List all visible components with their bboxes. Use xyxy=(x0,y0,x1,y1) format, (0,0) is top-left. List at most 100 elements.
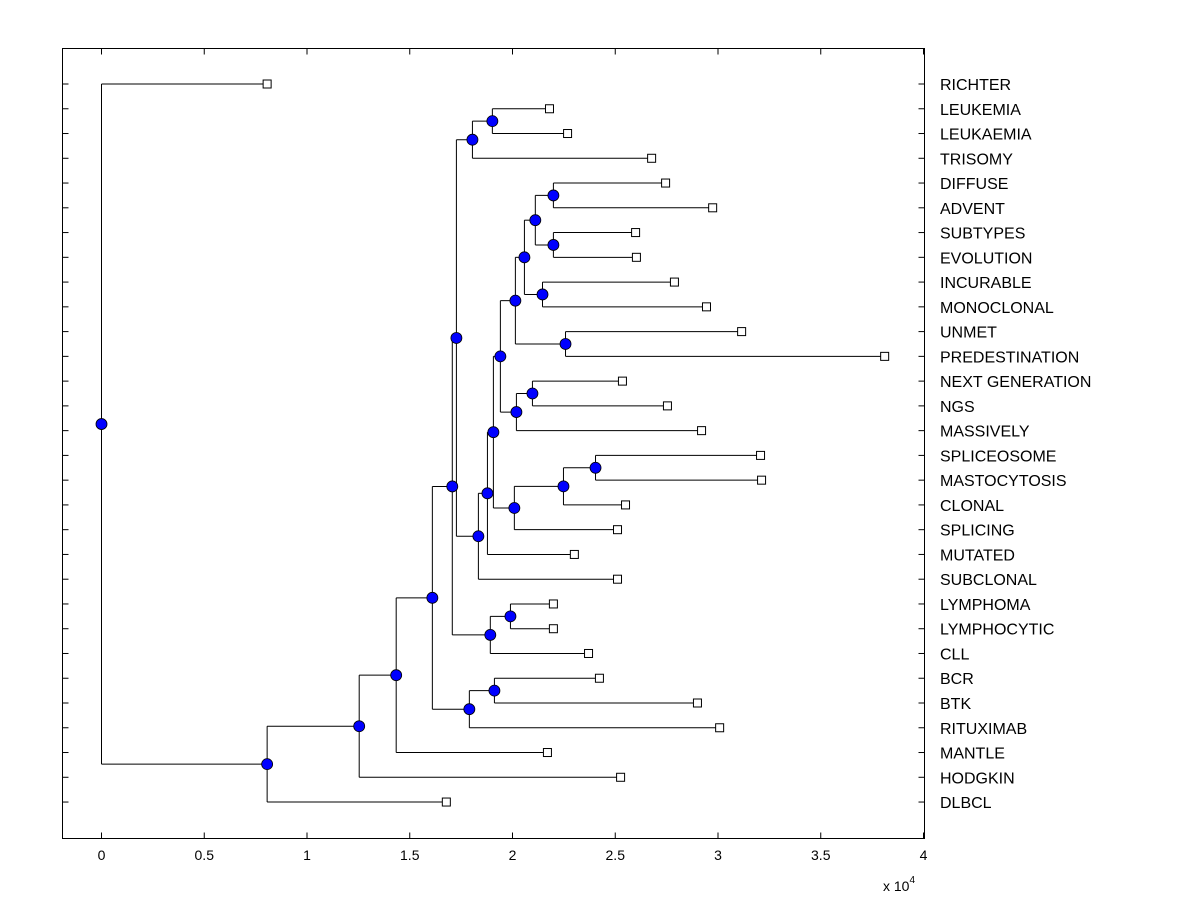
x-tick-label: 0 xyxy=(98,847,106,863)
internal-node-marker xyxy=(481,487,494,500)
leaf-label-diffuse: DIFFUSE xyxy=(940,176,1008,193)
leaf-node-marker xyxy=(617,376,627,386)
leaf-label-lymphoma: LYMPHOMA xyxy=(940,597,1031,614)
leaf-label-monoclonal: MONOCLONAL xyxy=(940,300,1054,317)
internal-node-marker xyxy=(510,406,523,418)
x-tick-label: 3.5 xyxy=(811,847,831,863)
internal-node-marker xyxy=(486,115,499,128)
leaf-node-marker xyxy=(701,302,711,312)
leaf-node-marker xyxy=(569,549,579,559)
leaf-node-marker xyxy=(584,648,594,658)
x-tick-label: 4 xyxy=(920,847,928,863)
internal-node-marker xyxy=(547,189,560,202)
leaf-label-incurable: INCURABLE xyxy=(940,275,1032,292)
leaf-label-rituximab: RITUXIMAB xyxy=(940,721,1027,738)
leaf-node-marker xyxy=(647,153,657,163)
leaf-node-marker xyxy=(669,277,679,287)
leaf-node-marker xyxy=(697,426,707,436)
leaf-node-marker xyxy=(662,401,672,411)
leaf-label-ngs: NGS xyxy=(940,399,975,416)
leaf-label-bcr: BCR xyxy=(940,671,974,688)
leaf-node-marker xyxy=(757,475,767,485)
internal-node-marker xyxy=(484,629,497,641)
leaf-node-marker xyxy=(880,351,890,361)
leaf-node-marker xyxy=(708,203,718,213)
leaf-label-massively: MASSIVELY xyxy=(940,424,1030,441)
internal-node-marker xyxy=(446,480,459,493)
leaf-node-marker xyxy=(544,104,554,114)
leaf-label-lymphocytic: LYMPHOCYTIC xyxy=(940,622,1054,639)
leaf-label-trisomy: TRISOMY xyxy=(940,151,1013,168)
leaf-node-marker xyxy=(548,624,558,634)
x-tick-label: 3 xyxy=(714,847,722,863)
y-ticks xyxy=(62,83,925,803)
leaf-label-predestination: PREDESTINATION xyxy=(940,349,1079,366)
leaf-label-mantle: MANTLE xyxy=(940,746,1005,763)
internal-node-marker xyxy=(536,288,549,301)
internal-node-marker xyxy=(526,387,539,400)
leaf-label-unmet: UNMET xyxy=(940,325,997,342)
leaf-label-evolution: EVOLUTION xyxy=(940,250,1032,267)
leaf-label-leukemia: LEUKEMIA xyxy=(940,102,1021,119)
internal-node-marker xyxy=(466,133,479,146)
leaf-node-marker xyxy=(692,698,702,708)
leaf-label-richter: RICHTER xyxy=(940,77,1011,94)
internal-node-marker xyxy=(547,239,560,251)
x-tick-label: 0.5 xyxy=(195,847,215,863)
leaf-label-clonal: CLONAL xyxy=(940,498,1004,515)
internal-node-marker xyxy=(589,461,602,474)
leaf-label-mutated: MUTATED xyxy=(940,547,1015,564)
leaf-node-marker xyxy=(441,797,451,807)
leaf-label-subtypes: SUBTYPES xyxy=(940,226,1025,243)
leaf-label-leukaemia: LEUKAEMIA xyxy=(940,127,1032,144)
leaf-node-marker xyxy=(548,599,558,609)
internal-node-marker xyxy=(504,610,517,623)
leaf-label-next-generation: NEXT GENERATION xyxy=(940,374,1091,391)
internal-node-marker xyxy=(426,591,439,604)
internal-node-marker xyxy=(557,480,570,493)
internal-node-marker xyxy=(390,669,403,682)
leaf-node-marker xyxy=(616,772,626,782)
leaf-label-advent: ADVENT xyxy=(940,201,1005,218)
leaf-label-spliceosome: SPLICEOSOME xyxy=(940,448,1056,465)
internal-node-marker xyxy=(261,758,274,771)
leaf-node-marker xyxy=(737,327,747,337)
leaf-label-subclonal: SUBCLONAL xyxy=(940,572,1037,589)
internal-node-marker xyxy=(488,684,501,697)
x-tick-label: 2 xyxy=(509,847,517,863)
leaf-node-marker xyxy=(661,178,671,188)
leaf-label-hodgkin: HODGKIN xyxy=(940,770,1015,787)
leaf-labels: RICHTER LEUKEMIA LEUKAEMIA TRISOMY DIFFUSE AD… xyxy=(940,77,1091,812)
internal-node-marker xyxy=(509,294,522,307)
x-tick-label: 2.5 xyxy=(606,847,626,863)
x-tick-label: 1 xyxy=(303,847,311,863)
x-tick-label: 1.5 xyxy=(400,847,420,863)
leaf-label-cll: CLL xyxy=(940,646,969,663)
internal-node-marker xyxy=(529,214,542,227)
leaf-node-marker xyxy=(715,723,725,733)
leaf-node-marker xyxy=(594,673,604,683)
leaf-label-btk: BTK xyxy=(940,696,971,713)
x-axis: 0 0.5 1 1.5 2 2.5 3 3.5 4 xyxy=(98,48,928,863)
leaf-node-marker xyxy=(542,748,552,758)
leaf-node-marker xyxy=(613,574,623,584)
internal-node-marker xyxy=(95,418,108,430)
internal-node-marker xyxy=(463,703,476,716)
internal-node-marker xyxy=(508,502,521,514)
leaf-node-marker xyxy=(631,252,641,262)
leaf-label-dlbcl: DLBCL xyxy=(940,795,992,812)
internal-node-marker xyxy=(518,251,531,264)
leaf-node-marker xyxy=(613,525,623,535)
leaf-node-marker xyxy=(262,79,272,89)
leaf-node-marker xyxy=(756,450,766,460)
internal-node-marker xyxy=(494,350,507,363)
internal-node-marker xyxy=(353,720,366,733)
internal-node-marker xyxy=(487,426,500,439)
tree-nodes xyxy=(95,79,890,807)
leaf-label-mastocytosis: MASTOCYTOSIS xyxy=(940,473,1067,490)
x-multiplier: x 104 xyxy=(883,875,915,894)
internal-node-marker xyxy=(450,332,463,344)
internal-node-marker xyxy=(559,338,572,350)
leaf-label-splicing: SPLICING xyxy=(940,523,1015,540)
